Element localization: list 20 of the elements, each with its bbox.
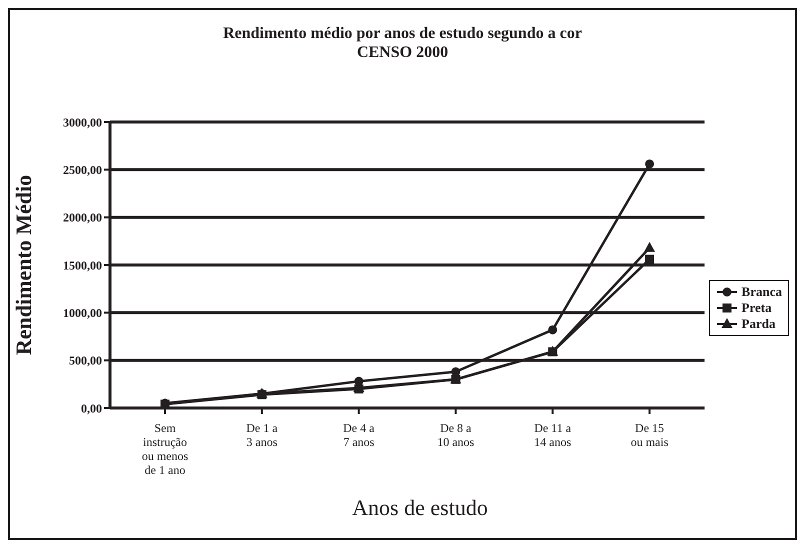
x-tick-label: De 11 a 14 anos — [534, 421, 572, 449]
y-axis-title: Rendimento Médio — [10, 174, 36, 356]
y-tick-label: 2500,00 — [63, 162, 102, 177]
x-tick-label: Sem instrução ou menos de 1 ano — [142, 421, 188, 477]
legend-label: Parda — [742, 316, 776, 332]
y-tick-label: 3000,00 — [63, 115, 102, 130]
chart-subtitle: CENSO 2000 — [356, 43, 450, 62]
chart-title: Rendimento médio por anos de estudo segundo a cor — [222, 24, 583, 43]
legend-label: Preta — [742, 300, 772, 316]
y-tick-label: 1000,00 — [63, 306, 102, 320]
legend-label: Branca — [742, 284, 782, 300]
x-tick-label: De 4 a 7 anos — [343, 421, 376, 449]
y-tick-label: 1500,00 — [63, 258, 102, 272]
y-tick-label: 2000,00 — [63, 210, 102, 225]
x-tick-label: De 1 a 3 anos — [246, 421, 278, 449]
x-axis-title: Anos de estudo — [351, 495, 489, 521]
y-tick-label: 0,00 — [81, 401, 102, 416]
y-tick-label: 500,00 — [69, 354, 102, 368]
x-tick-label: De 15 ou mais — [630, 421, 669, 449]
x-tick-label: De 8 a 10 anos — [437, 421, 475, 449]
